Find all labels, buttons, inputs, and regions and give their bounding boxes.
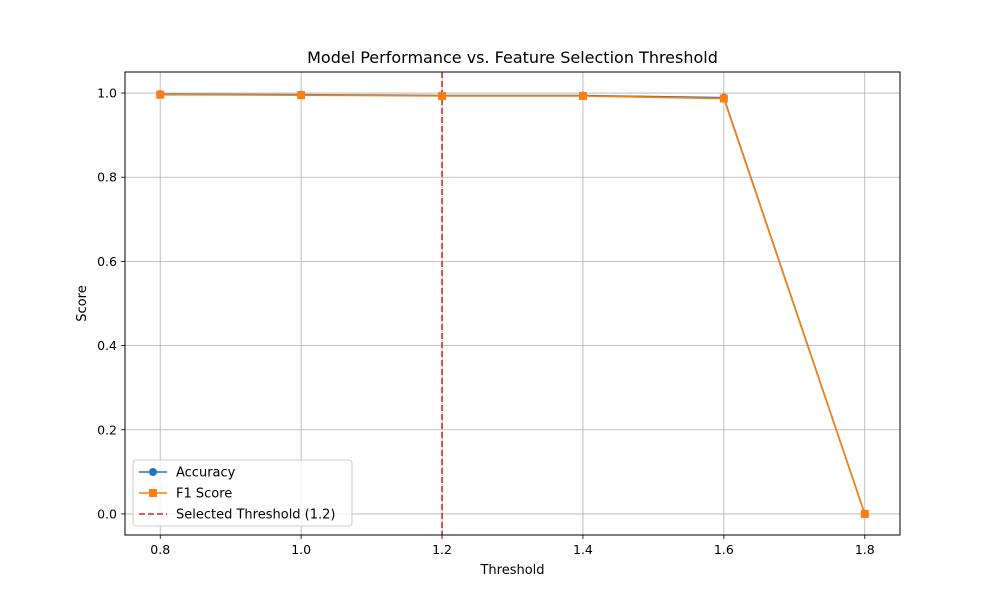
series-line-f1-score	[160, 93, 866, 515]
x-tick-label: 1.0	[291, 542, 311, 557]
x-tick-label: 1.4	[573, 542, 593, 557]
y-tick-label: 0.8	[97, 170, 117, 185]
x-tick-label: 1.8	[855, 542, 875, 557]
data-point-f1-score	[578, 91, 587, 100]
data-point-f1-score	[438, 91, 447, 100]
legend-label-f1-score: F1 Score	[176, 487, 232, 502]
data-point-f1-score	[719, 94, 728, 103]
y-tick-label: 1.0	[97, 86, 117, 101]
data-point-f1-score	[860, 509, 869, 518]
legend-marker-f1-score	[149, 489, 157, 497]
y-tick-label: 0.0	[97, 506, 117, 521]
x-tick-label: 1.2	[432, 542, 452, 557]
plot-frame	[124, 71, 901, 536]
data-point-f1-score	[297, 91, 306, 100]
data-point-f1-score	[156, 90, 165, 99]
y-tick-label: 0.2	[97, 422, 117, 437]
x-tick-label: 1.6	[714, 542, 734, 557]
y-tick-label: 0.4	[97, 338, 117, 353]
legend-label-accuracy: Accuracy	[176, 466, 236, 481]
legend-box	[132, 459, 353, 527]
legend: Accuracy F1 Score Selected Threshold (1.2)	[132, 459, 353, 527]
y-tick-label: 0.6	[97, 254, 117, 269]
y-axis-title: Score	[75, 285, 90, 321]
legend-label-selected-threshold-1-2: Selected Threshold (1.2)	[176, 508, 336, 523]
chart-title: Model Performance vs. Feature Selection …	[307, 48, 718, 67]
x-tick-label: 0.8	[150, 542, 170, 557]
series-layer	[156, 90, 869, 518]
legend-marker-accuracy	[149, 468, 157, 476]
axes: 0.8 1.0 1.2 1.4 1.6 1.8 0.0 0.2 0.4 0.6 0.8 1.0	[97, 86, 875, 557]
x-axis-title: Threshold	[479, 563, 544, 578]
